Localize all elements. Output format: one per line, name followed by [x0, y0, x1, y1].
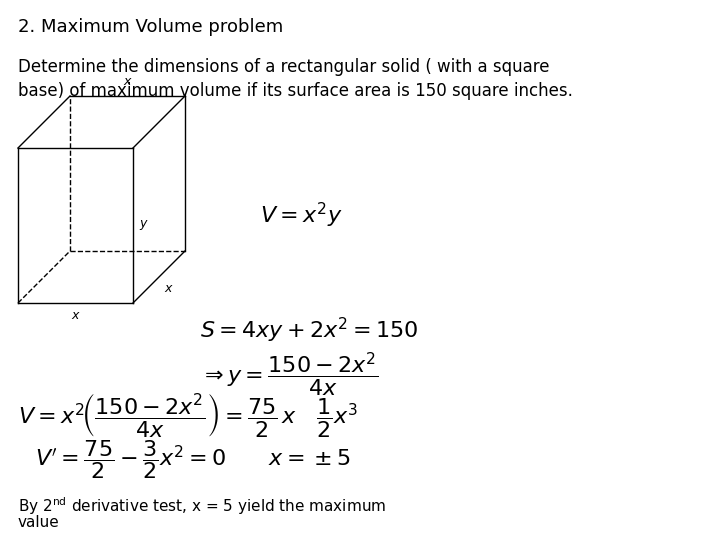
Text: $V' = \dfrac{75}{2} - \dfrac{3}{2}x^2 = 0 \qquad x = \pm 5$: $V' = \dfrac{75}{2} - \dfrac{3}{2}x^2 = …: [35, 438, 351, 482]
Text: $V = x^2y$: $V = x^2y$: [260, 201, 343, 230]
Text: $x$: $x$: [164, 282, 174, 295]
Text: $V = x^2\!\left(\dfrac{150 - 2x^2}{4x}\right) = \dfrac{75}{2}\,x\quad\dfrac{1}{2: $V = x^2\!\left(\dfrac{150 - 2x^2}{4x}\r…: [18, 391, 359, 439]
Text: $x$: $x$: [71, 309, 81, 322]
Text: $S = 4xy + 2x^2 = 150$: $S = 4xy + 2x^2 = 150$: [200, 315, 418, 345]
Text: Determine the dimensions of a rectangular solid ( with a square: Determine the dimensions of a rectangula…: [18, 58, 549, 76]
Text: base) of maximum volume if its surface area is 150 square inches.: base) of maximum volume if its surface a…: [18, 82, 573, 100]
Text: $y$: $y$: [139, 219, 149, 233]
Text: $x$: $x$: [122, 75, 132, 88]
Text: value: value: [18, 515, 60, 530]
Text: By 2$^{\mathrm{nd}}$ derivative test, x = 5 yield the maximum: By 2$^{\mathrm{nd}}$ derivative test, x …: [18, 495, 387, 517]
Text: $\Rightarrow y = \dfrac{150 - 2x^2}{4x}$: $\Rightarrow y = \dfrac{150 - 2x^2}{4x}$: [200, 351, 379, 399]
Text: 2. Maximum Volume problem: 2. Maximum Volume problem: [18, 18, 283, 36]
